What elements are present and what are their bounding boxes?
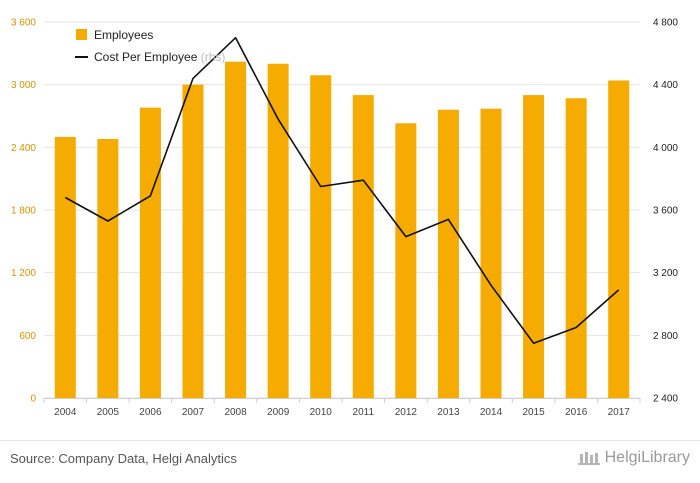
- footer-divider: [0, 440, 700, 441]
- y-left-tick-label: 3 000: [11, 80, 36, 91]
- x-tick-label: 2006: [139, 407, 162, 418]
- bar-employees-2014: [480, 108, 502, 398]
- bar-employees-2006: [139, 107, 161, 399]
- y-right-tick-label: 4 000: [653, 143, 678, 154]
- legend-swatch-employees: [76, 29, 87, 40]
- y-right-tick-label: 3 200: [653, 268, 678, 279]
- y-right-tick-label: 2 400: [653, 394, 678, 405]
- legend-rhs-suffix: (rhs): [201, 50, 226, 64]
- bar-employees-2012: [395, 123, 417, 399]
- y-right-tick-label: 4 800: [653, 18, 678, 29]
- x-tick-label: 2005: [97, 407, 120, 418]
- bar-employees-2005: [97, 138, 119, 398]
- combo-chart: 0 600 1 200 1 800 2 400 3 000 3 600 2 400 2 800 3…: [11, 18, 678, 419]
- y-left-tick-label: 600: [19, 331, 36, 342]
- y-left-tick-label: 3 600: [11, 18, 36, 29]
- x-tick-label: 2016: [565, 407, 588, 418]
- legend-label-cost: Cost Per Employee (rhs): [94, 50, 225, 64]
- x-tick-label: 2014: [480, 407, 503, 418]
- source-note: Source: Company Data, Helgi Analytics: [10, 451, 237, 466]
- bar-employees-2004: [54, 136, 76, 398]
- bar-employees-2016: [565, 98, 587, 398]
- bar-employees-2017: [608, 80, 630, 398]
- brand-name: HelgiLibrary: [604, 449, 690, 466]
- y-left-tick-label: 1 200: [11, 268, 36, 279]
- x-tick-label: 2013: [437, 407, 460, 418]
- library-icon: [577, 452, 600, 465]
- bar-employees-2007: [182, 84, 204, 399]
- brand-logo[interactable]: HelgiLibrary: [577, 449, 690, 467]
- y-left-tick-label: 1 800: [11, 206, 36, 217]
- bar-employees-2011: [352, 95, 374, 398]
- bar-employees-2009: [267, 63, 289, 399]
- legend-label-employees: Employees: [94, 28, 153, 42]
- x-tick-label: 2009: [267, 407, 290, 418]
- y-right-tick-label: 3 600: [653, 206, 678, 217]
- y-left-tick-label: 0: [30, 394, 36, 405]
- legend: Employees Cost Per Employee (rhs): [75, 28, 225, 64]
- y-right-tick-label: 2 800: [653, 331, 678, 342]
- bar-employees-2008: [225, 61, 247, 398]
- x-tick-label: 2007: [182, 407, 205, 418]
- y-right-tick-label: 4 400: [653, 80, 678, 91]
- bar-employees-2013: [437, 109, 459, 398]
- y-left-tick-label: 2 400: [11, 143, 36, 154]
- x-tick-label: 2010: [310, 407, 333, 418]
- x-tick-label: 2011: [353, 407, 375, 418]
- bar-employees-2015: [523, 95, 545, 398]
- bar-employees-2010: [310, 75, 332, 399]
- x-tick-label: 2017: [608, 407, 631, 418]
- x-tick-label: 2015: [522, 407, 545, 418]
- x-tick-label: 2004: [54, 407, 77, 418]
- x-tick-label: 2012: [395, 407, 418, 418]
- line-cost-per-employee: [64, 36, 620, 345]
- x-tick-label: 2008: [224, 407, 247, 418]
